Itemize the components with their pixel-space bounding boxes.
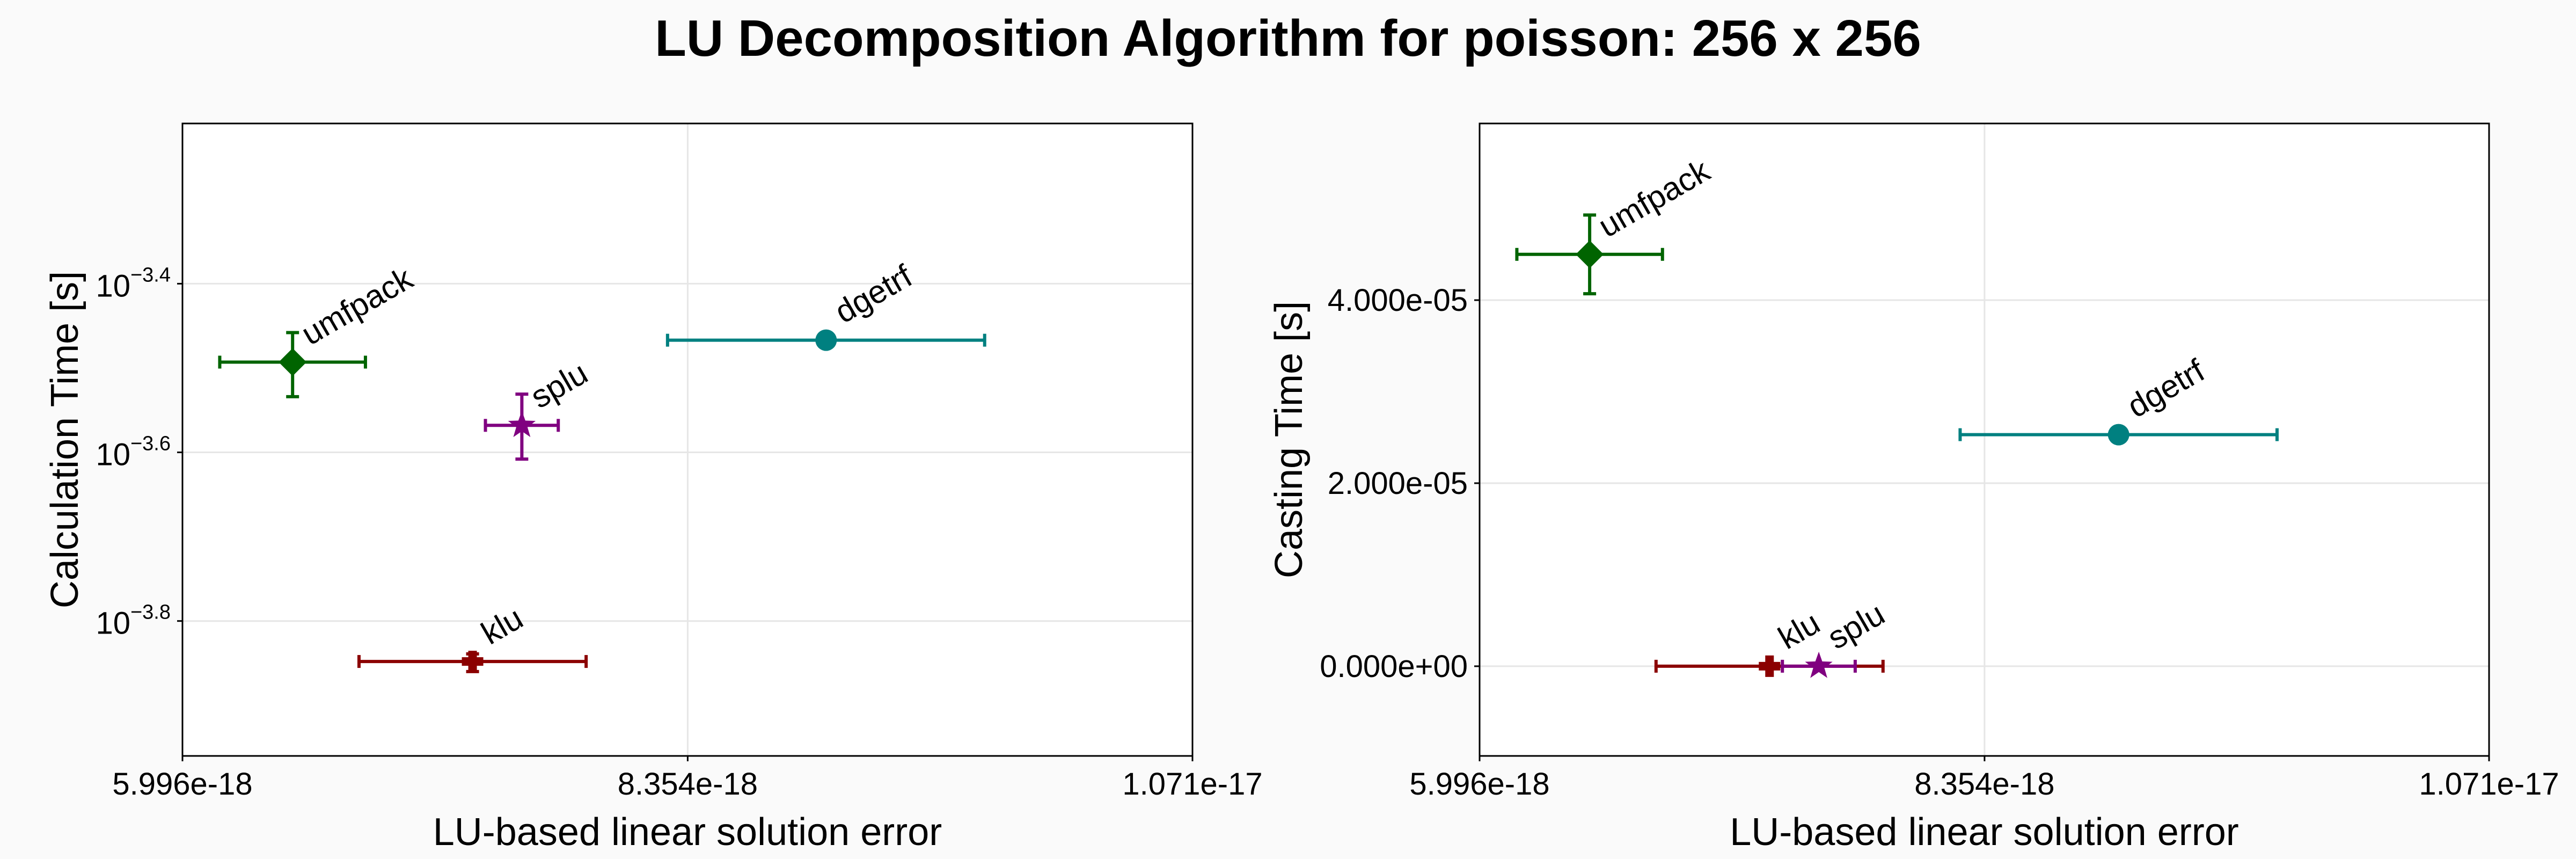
- y-axis-label: Calculation Time [s]: [43, 271, 86, 608]
- y-tick-base: 10: [96, 606, 130, 641]
- x-tick-label: 1.071e-17: [2419, 767, 2559, 802]
- y-tick-base: 10: [96, 268, 130, 303]
- figure-title: LU Decomposition Algorithm for poisson: …: [655, 10, 1921, 67]
- diamond-marker: [279, 348, 307, 376]
- x-axis-label: LU-based linear solution error: [433, 811, 942, 854]
- x-tick-label: 5.996e-18: [112, 767, 252, 802]
- circle-marker: [815, 329, 837, 351]
- cross-marker: [462, 651, 484, 673]
- y-tick-label: 10−3.4: [96, 264, 171, 303]
- x-axis-label: LU-based linear solution error: [1730, 811, 2238, 854]
- y-tick-label: 10−3.6: [96, 433, 171, 472]
- star-marker: [508, 411, 536, 438]
- x-tick-label: 8.354e-18: [1914, 767, 2054, 802]
- y-tick-label: 2.000e-05: [1328, 466, 1468, 501]
- calculation-time-panel: 5.996e-18 8.354e-18 1.071e-1710−3.410−3.61…: [43, 122, 1263, 854]
- circle-marker: [2107, 424, 2129, 446]
- y-tick-exponent: −3.6: [130, 433, 171, 455]
- x-tick-label: 8.354e-18: [618, 767, 758, 802]
- x-tick-label: 1.071e-17: [1122, 767, 1262, 802]
- y-tick-exponent: −3.4: [130, 264, 171, 286]
- y-tick-label: 10−3.8: [96, 601, 171, 641]
- casting-time-panel: 5.996e-18 8.354e-18 1.071e-17 4.000e-05 2.00…: [1268, 122, 2559, 854]
- x-tick-label: 5.996e-18: [1409, 767, 1549, 802]
- y-tick-label: 0.000e+00: [1320, 649, 1468, 684]
- y-tick-label: 4.000e-05: [1328, 283, 1468, 318]
- y-tick-base: 10: [96, 438, 130, 472]
- y-axis-label: Casting Time [s]: [1268, 301, 1311, 578]
- y-tick-exponent: −3.8: [130, 601, 171, 624]
- cross-marker: [1759, 655, 1781, 677]
- diamond-marker: [1576, 240, 1604, 268]
- star-marker: [1805, 651, 1833, 678]
